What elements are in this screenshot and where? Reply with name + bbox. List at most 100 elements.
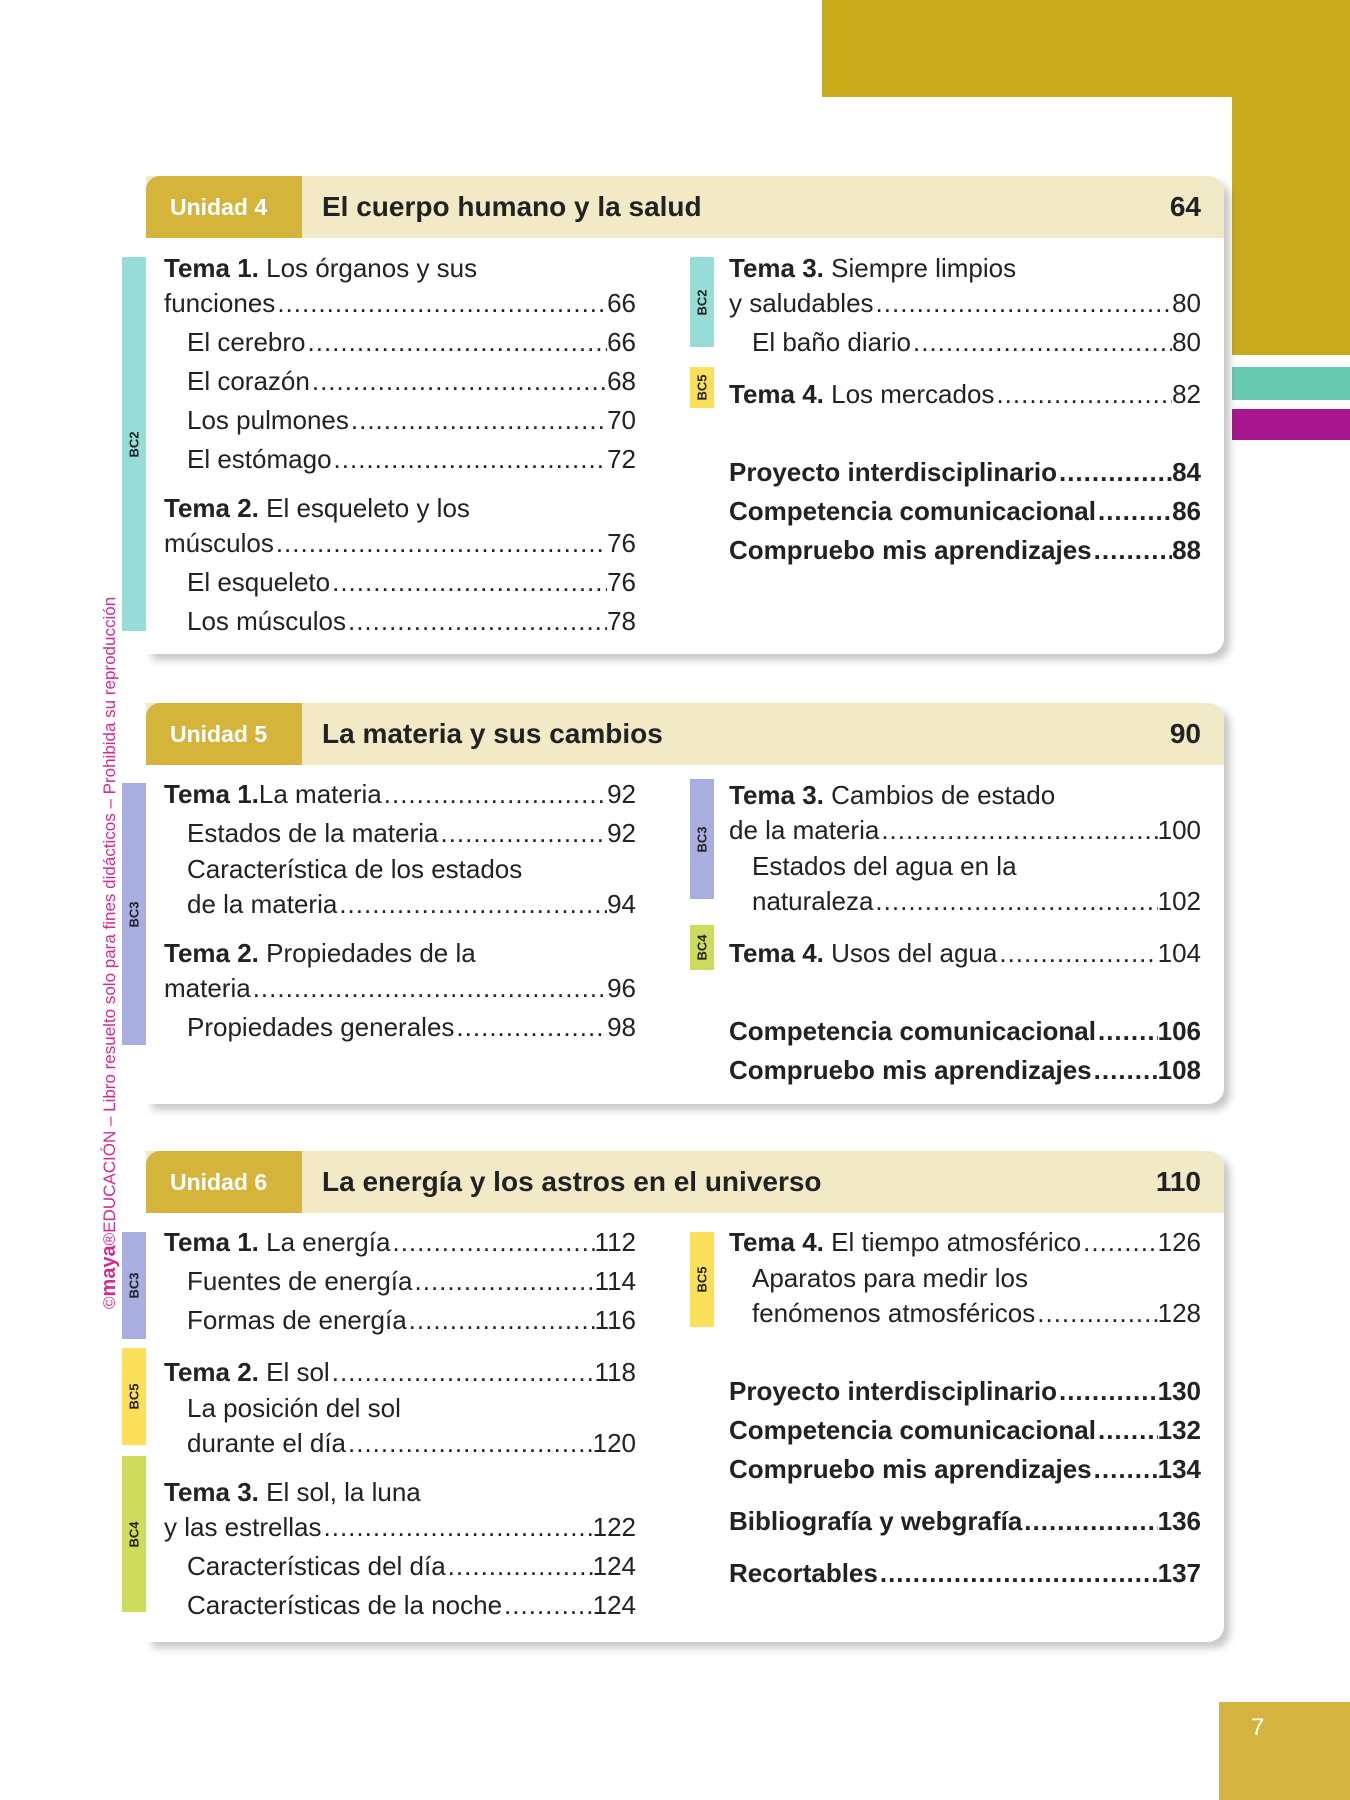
toc-entry[interactable]: y saludables 80 bbox=[729, 284, 1201, 323]
unit-label: Unidad 4 bbox=[146, 176, 302, 238]
toc-entry[interactable]: La posición del sol bbox=[164, 1392, 636, 1424]
entry-text: materia bbox=[164, 973, 251, 1003]
toc-entry[interactable]: Proyecto interdisciplinario 130 bbox=[729, 1372, 1201, 1411]
toc-entry[interactable]: Tema 1. Los órganos y sus bbox=[164, 252, 636, 284]
toc-entry[interactable]: materia 96 bbox=[164, 969, 636, 1008]
toc-entry[interactable]: Recortables 137 bbox=[729, 1554, 1201, 1593]
toc-entry[interactable]: Tema 2. Propiedades de la bbox=[164, 937, 636, 969]
bc-label: BC4 bbox=[694, 934, 710, 961]
leader-dots bbox=[1035, 1294, 1157, 1333]
toc-entry[interactable]: El baño diario 80 bbox=[729, 323, 1201, 362]
entry-text: de la materia bbox=[729, 815, 880, 845]
tema-label: Tema 1. bbox=[164, 253, 259, 283]
entry-text: Competencia comunicacional bbox=[729, 1016, 1096, 1046]
toc-entry[interactable]: Compruebo mis aprendizajes 88 bbox=[729, 531, 1201, 570]
toc-entry[interactable]: Tema 1. La energía 112 bbox=[164, 1223, 636, 1262]
toc-entry[interactable]: Formas de energía 116 bbox=[164, 1301, 636, 1340]
toc-entry[interactable]: Compruebo mis aprendizajes 134 bbox=[729, 1450, 1201, 1489]
toc-entry[interactable]: El cerebro 66 bbox=[164, 323, 636, 362]
bc2-tag: BC2 bbox=[690, 257, 714, 347]
toc-entry[interactable]: Propiedades generales 98 bbox=[164, 1008, 636, 1047]
entry-text: Propiedades de la bbox=[258, 938, 476, 968]
toc-entry[interactable]: Fuentes de energía 114 bbox=[164, 1262, 636, 1301]
toc-entry[interactable]: Competencia comunicacional 106 bbox=[729, 1012, 1201, 1051]
toc-entry[interactable]: Tema 4. El tiempo atmosférico 126 bbox=[729, 1223, 1201, 1262]
toc-entry[interactable]: durante el día 120 bbox=[164, 1424, 636, 1463]
unit-title[interactable]: La energía y los astros en el universo bbox=[322, 1166, 822, 1197]
entry-page: 76 bbox=[607, 528, 636, 558]
leader-dots bbox=[1092, 1450, 1158, 1489]
toc-entry[interactable]: Tema 4. Usos del agua 104 bbox=[729, 934, 1201, 973]
toc-entry[interactable]: Tema 4. Los mercados 82 bbox=[729, 375, 1201, 414]
entry-text: Siempre limpios bbox=[823, 253, 1017, 283]
toc-entry[interactable]: naturaleza 102 bbox=[729, 882, 1201, 921]
toc-entry[interactable]: Característica de los estados bbox=[164, 853, 636, 885]
toc-entry[interactable]: El corazón 68 bbox=[164, 362, 636, 401]
entry-page: 66 bbox=[607, 288, 636, 318]
entry-page: 124 bbox=[592, 1551, 636, 1581]
toc-entry[interactable]: de la materia 94 bbox=[164, 885, 636, 924]
toc-entry[interactable]: El esqueleto 76 bbox=[164, 563, 636, 602]
page-number: 7 bbox=[1219, 1702, 1350, 1800]
toc-left-column: Tema 1. La energía 112 Fuentes de energía… bbox=[164, 1223, 636, 1625]
entry-page: 120 bbox=[592, 1428, 636, 1458]
toc-entry[interactable]: Estados de la materia 92 bbox=[164, 814, 636, 853]
entry-page: 84 bbox=[1172, 457, 1201, 487]
toc-entry[interactable]: Tema 3. El sol, la luna bbox=[164, 1476, 636, 1508]
entry-text: Usos del agua bbox=[823, 938, 998, 968]
toc-entry[interactable]: El estómago 72 bbox=[164, 440, 636, 479]
entry-text: El corazón bbox=[187, 366, 310, 396]
toc-entry[interactable]: Tema 1.La materia 92 bbox=[164, 775, 636, 814]
toc-entry[interactable]: Características de la noche 124 bbox=[164, 1586, 636, 1625]
bc4-tag: BC4 bbox=[690, 925, 714, 970]
entry-page: 76 bbox=[607, 567, 636, 597]
bc-label: BC3 bbox=[126, 1272, 142, 1299]
toc-entry[interactable]: y las estrellas 122 bbox=[164, 1508, 636, 1547]
entry-page: 92 bbox=[607, 818, 636, 848]
bc-label: BC4 bbox=[126, 1520, 142, 1548]
entry-text: Los pulmones bbox=[187, 405, 349, 435]
unit-label: Unidad 6 bbox=[146, 1151, 302, 1213]
toc-entry[interactable]: Tema 2. El esqueleto y los bbox=[164, 492, 636, 524]
entry-text: El baño diario bbox=[752, 327, 911, 357]
toc-entry[interactable]: músculos 76 bbox=[164, 524, 636, 563]
toc-entry[interactable]: Los músculos 78 bbox=[164, 602, 636, 641]
entry-page: 136 bbox=[1157, 1506, 1201, 1536]
bc4-tag: BC4 bbox=[122, 1456, 146, 1612]
copyright-symbol: © bbox=[100, 1296, 119, 1309]
toc-left-column: Tema 1.La materia 92 Estados de la materi… bbox=[164, 775, 636, 1047]
entry-text: Características de la noche bbox=[187, 1590, 503, 1620]
unit-title[interactable]: El cuerpo humano y la salud bbox=[322, 191, 702, 222]
entry-page: 96 bbox=[607, 973, 636, 1003]
toc-entry[interactable]: Compruebo mis aprendizajes 108 bbox=[729, 1051, 1201, 1090]
entry-page: 126 bbox=[1157, 1227, 1201, 1257]
toc-entry[interactable]: Proyecto interdisciplinario 84 bbox=[729, 453, 1201, 492]
leader-dots bbox=[1081, 1223, 1157, 1262]
entry-page: 82 bbox=[1172, 379, 1201, 409]
toc-entry[interactable]: de la materia 100 bbox=[729, 811, 1201, 850]
tema-label: Tema 1. bbox=[164, 1227, 259, 1257]
toc-entry[interactable]: Competencia comunicacional 132 bbox=[729, 1411, 1201, 1450]
toc-entry[interactable]: Características del día 124 bbox=[164, 1547, 636, 1586]
unit-title[interactable]: La materia y sus cambios bbox=[322, 718, 663, 749]
toc-entry[interactable]: Bibliografía y webgrafía 136 bbox=[729, 1502, 1201, 1541]
entry-text: Propiedades generales bbox=[187, 1012, 455, 1042]
leader-dots bbox=[994, 375, 1172, 414]
leader-dots bbox=[413, 1262, 595, 1301]
toc-entry[interactable]: Aparatos para medir los bbox=[729, 1262, 1201, 1294]
toc-entry[interactable]: fenómenos atmosféricos 128 bbox=[729, 1294, 1201, 1333]
toc-entry[interactable]: Tema 2. El sol 118 bbox=[164, 1353, 636, 1392]
leader-dots bbox=[1057, 1372, 1158, 1411]
toc-entry[interactable]: Estados del agua en la bbox=[729, 850, 1201, 882]
toc-entry[interactable]: Competencia comunicacional 86 bbox=[729, 492, 1201, 531]
toc-entry[interactable]: funciones 66 bbox=[164, 284, 636, 323]
bc3-tag: BC3 bbox=[122, 1232, 146, 1339]
toc-entry[interactable]: Tema 3. Siempre limpios bbox=[729, 252, 1201, 284]
decorative-gold-strip bbox=[1232, 0, 1350, 355]
bc5-tag: BC5 bbox=[690, 367, 714, 408]
toc-entry[interactable]: Tema 3. Cambios de estado bbox=[729, 779, 1201, 811]
leader-dots bbox=[446, 1547, 593, 1586]
leader-dots bbox=[454, 1008, 607, 1047]
toc-entry[interactable]: Los pulmones 70 bbox=[164, 401, 636, 440]
leader-dots bbox=[322, 1508, 593, 1547]
